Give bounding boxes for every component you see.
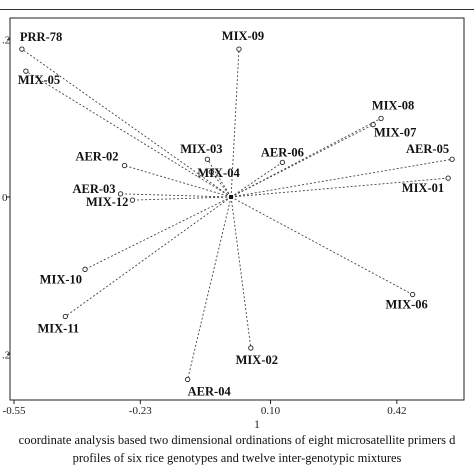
point-mix-06 — [409, 291, 416, 298]
point-aer-05 — [449, 156, 455, 162]
ray-aer-05 — [231, 158, 453, 198]
point-mix-11 — [62, 313, 68, 320]
plot-frame — [9, 17, 465, 401]
ray-mix-07 — [230, 124, 374, 198]
ray-mix-03 — [207, 159, 232, 198]
point-mix-09 — [236, 46, 242, 52]
y-tick-label: .2 — [2, 349, 10, 361]
point-labels: PRR-78 MIX-05 MIX-09 MIX-08 MIX-07 AER-05 MIX-… — [18, 29, 449, 398]
point-mix-03 — [204, 156, 211, 162]
ray-mix-04 — [210, 171, 232, 198]
centroid-marker — [229, 194, 234, 199]
x-tick-label: 0.10 — [261, 405, 281, 417]
ray-mix-02 — [230, 196, 252, 349]
point-mix-05 — [23, 68, 29, 74]
ray-prr-78 — [21, 48, 232, 198]
data-points — [19, 46, 455, 383]
ray-mix-10 — [84, 196, 232, 270]
ray-lines — [21, 48, 453, 380]
y-tick-label: .2 — [2, 35, 10, 47]
label-prr-78: PRR-78 — [20, 30, 62, 44]
x-axis-label: 1 — [254, 417, 260, 431]
x-tick-label: -0.55 — [3, 405, 26, 417]
point-prr-78 — [19, 46, 25, 52]
label-mix-08: MIX-08 — [372, 98, 414, 112]
point-aer-02 — [121, 162, 128, 169]
point-mix-01 — [445, 175, 451, 181]
ray-mix-09 — [230, 49, 240, 198]
top-border-line — [0, 9, 474, 10]
label-aer-05: AER-05 — [406, 142, 449, 156]
label-mix-02: MIX-02 — [236, 353, 278, 367]
figure-caption-line-2: profiles of six rice genotypes and twelv… — [72, 451, 402, 465]
label-mix-07: MIX-07 — [374, 126, 416, 140]
label-aer-03: AER-03 — [73, 182, 116, 196]
point-aer-04 — [185, 376, 191, 383]
ray-mix-12 — [132, 196, 232, 201]
y-tick-label: 0 — [2, 192, 8, 204]
label-aer-04: AER-04 — [188, 384, 232, 398]
ray-aer-04 — [187, 196, 232, 380]
x-tick-label: -0.23 — [129, 405, 152, 417]
ray-aer-02 — [124, 165, 232, 198]
label-mix-04: MIX-04 — [197, 166, 240, 180]
ray-aer-03 — [120, 193, 232, 198]
label-mix-03: MIX-03 — [180, 142, 222, 156]
label-mix-09: MIX-09 — [222, 29, 264, 43]
label-mix-01: MIX-01 — [402, 181, 444, 195]
x-axis-ticks: -0.55 -0.23 0.10 0.42 — [3, 400, 406, 417]
ray-mix-05 — [25, 70, 232, 198]
ray-mix-01 — [231, 177, 449, 198]
point-mix-07 — [370, 121, 376, 128]
figure-caption-line-1: coordinate analysis based two dimensiona… — [18, 433, 456, 447]
ray-mix-11 — [65, 196, 232, 317]
point-aer-03 — [117, 191, 124, 197]
x-tick-label: 0.42 — [387, 405, 406, 417]
ray-mix-06 — [230, 196, 413, 295]
label-mix-05: MIX-05 — [18, 73, 60, 87]
label-aer-02: AER-02 — [75, 150, 118, 164]
point-aer-06 — [279, 159, 286, 166]
label-mix-12: MIX-12 — [86, 195, 128, 209]
label-aer-06: AER-06 — [261, 145, 304, 159]
point-mix-02 — [248, 345, 254, 351]
label-mix-10: MIX-10 — [40, 272, 82, 286]
point-mix-10 — [82, 266, 88, 272]
label-mix-06: MIX-06 — [385, 297, 427, 311]
label-mix-11: MIX-11 — [37, 322, 79, 336]
point-mix-04 — [208, 169, 214, 175]
point-mix-08 — [378, 115, 384, 122]
point-mix-12 — [129, 197, 136, 203]
y-axis-ticks: 0 .2 .2 — [2, 35, 10, 362]
